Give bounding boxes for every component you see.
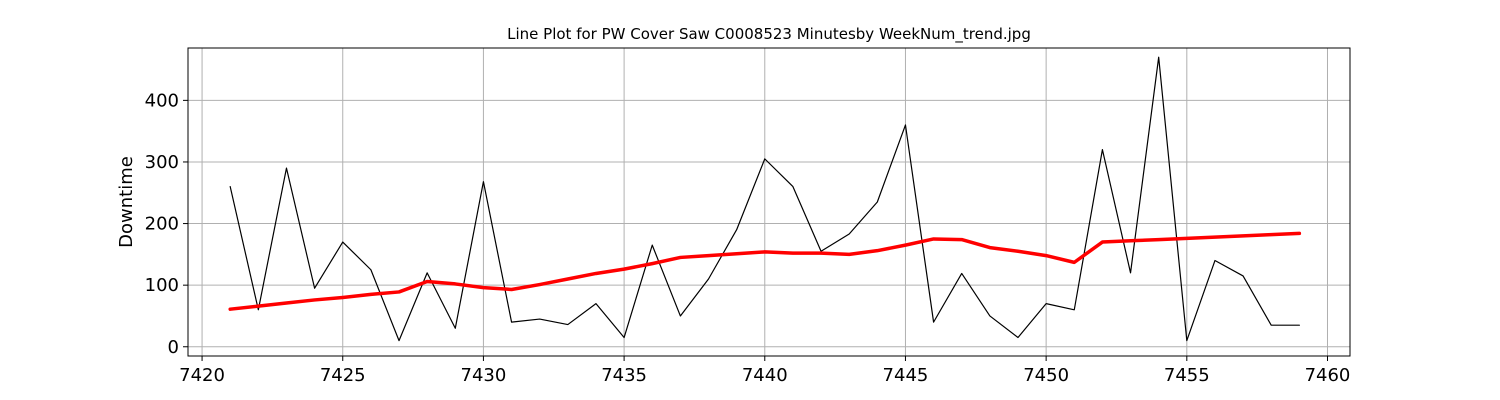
x-tick-label-2: 7430 (461, 365, 507, 386)
x-tick-label-8: 7460 (1305, 365, 1351, 386)
x-tick-label-6: 7450 (1023, 365, 1069, 386)
y-tick-label-0: 0 (168, 337, 179, 358)
series-line-0 (229, 56, 1300, 342)
x-tick-label-3: 7435 (601, 365, 647, 386)
y-tick-label-2: 200 (145, 214, 179, 235)
grid-lines (188, 48, 1350, 356)
chart-title: Line Plot for PW Cover Saw C0008523 Minu… (507, 25, 1031, 44)
series-lines (228, 56, 1302, 342)
y-axis-label: Downtime (116, 156, 137, 248)
x-tick-label-7: 7455 (1164, 365, 1210, 386)
y-tick-label-3: 300 (145, 152, 179, 173)
series-line-1 (228, 231, 1302, 311)
x-tick-label-4: 7440 (742, 365, 788, 386)
y-tick-label-1: 100 (145, 275, 179, 296)
x-tick-label-5: 7445 (883, 365, 929, 386)
y-tick-label-4: 400 (145, 90, 179, 111)
x-tick-label-0: 7420 (179, 365, 225, 386)
plot-frame (187, 47, 1351, 357)
x-tick-label-1: 7425 (320, 365, 366, 386)
axis-ticks: 7420 7425 7430 7435 7440 7445 7450 7455 7460 0 100… (145, 90, 1351, 386)
